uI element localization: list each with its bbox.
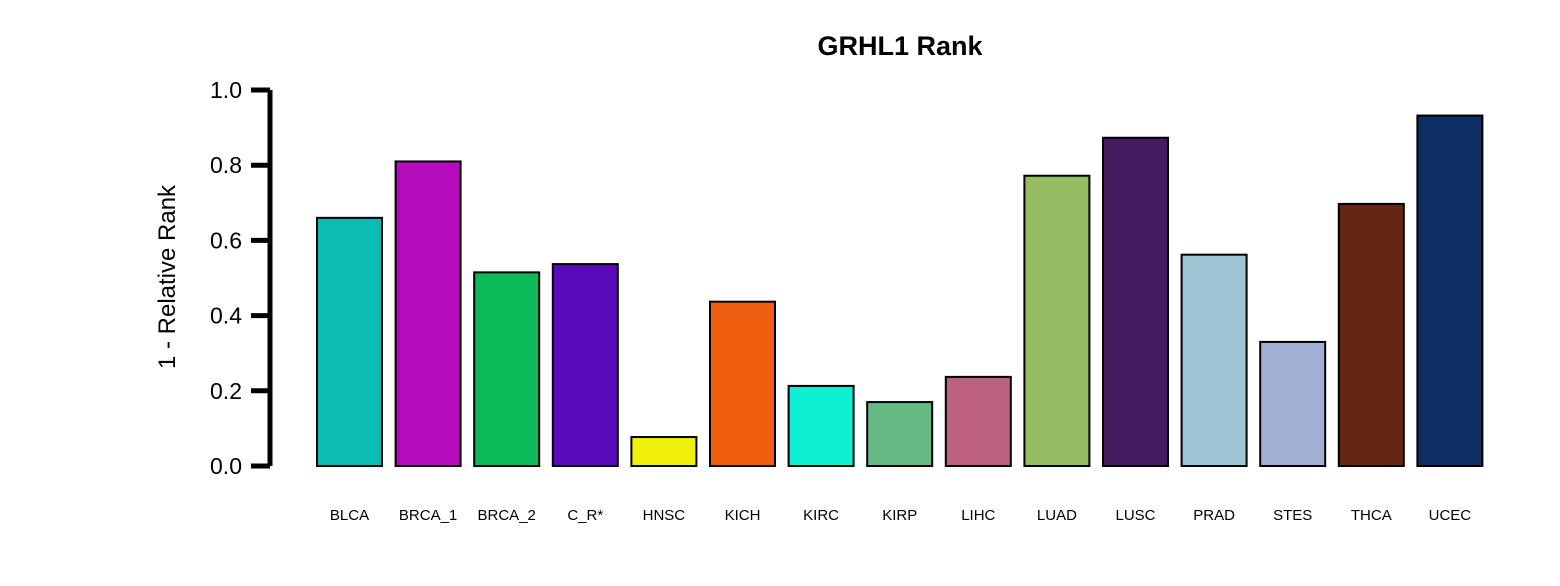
bar-lihc (944, 375, 1012, 467)
bar-blca (316, 216, 383, 467)
y-axis-label: 1 - Relative Rank (154, 184, 181, 369)
x-tick-label: BRCA_2 (478, 507, 536, 524)
x-tick-label: LUSC (1115, 507, 1155, 524)
bar-lusc (1102, 136, 1169, 467)
bar-stes (1259, 340, 1327, 468)
x-tick-label: KICH (725, 507, 761, 524)
y-tick-label: 0.2 (210, 378, 242, 404)
y-tick-label: 0.0 (210, 453, 242, 479)
x-tick-label: BRCA_1 (399, 507, 457, 524)
x-tick-label: STES (1273, 507, 1312, 524)
y-tick-label: 0.6 (210, 227, 242, 253)
x-tick-label: PRAD (1193, 507, 1235, 524)
x-tick-label: KIRP (882, 507, 917, 524)
x-tick-labels: BLCA BRCA_1 BRCA_2 C_R* HNSC KICH KIRC KIRP LIHC… (330, 507, 1471, 524)
x-tick-label: C_R* (567, 507, 603, 524)
bar-kirp (866, 401, 934, 467)
x-tick-label: HNSC (643, 507, 686, 524)
bar-thca (1337, 202, 1405, 467)
chart-title: GRHL1 Rank (817, 31, 983, 61)
bar-kirc (787, 384, 855, 467)
bar-kich (709, 300, 776, 467)
y-tick-label: 0.4 (210, 303, 242, 329)
y-axis: 0.0 0.2 0.4 0.6 0.8 1.0 (210, 77, 273, 479)
x-tick-label: KIRC (803, 507, 839, 524)
bars-group (316, 114, 1484, 468)
x-tick-label: UCEC (1429, 507, 1472, 524)
x-tick-label: BLCA (330, 507, 369, 524)
bar-brca-2 (473, 271, 541, 467)
bar-prad (1180, 253, 1248, 467)
x-tick-label: LUAD (1037, 507, 1077, 524)
bar-luad (1023, 174, 1091, 467)
bar-ucec (1416, 114, 1484, 468)
bar-brca-1 (394, 160, 462, 467)
bar-hnsc (630, 436, 698, 468)
x-tick-label: THCA (1351, 507, 1392, 524)
bar-c-r (551, 263, 619, 468)
y-tick-label: 1.0 (210, 77, 242, 103)
x-tick-label: LIHC (961, 507, 995, 524)
y-tick-label: 0.8 (210, 152, 242, 178)
